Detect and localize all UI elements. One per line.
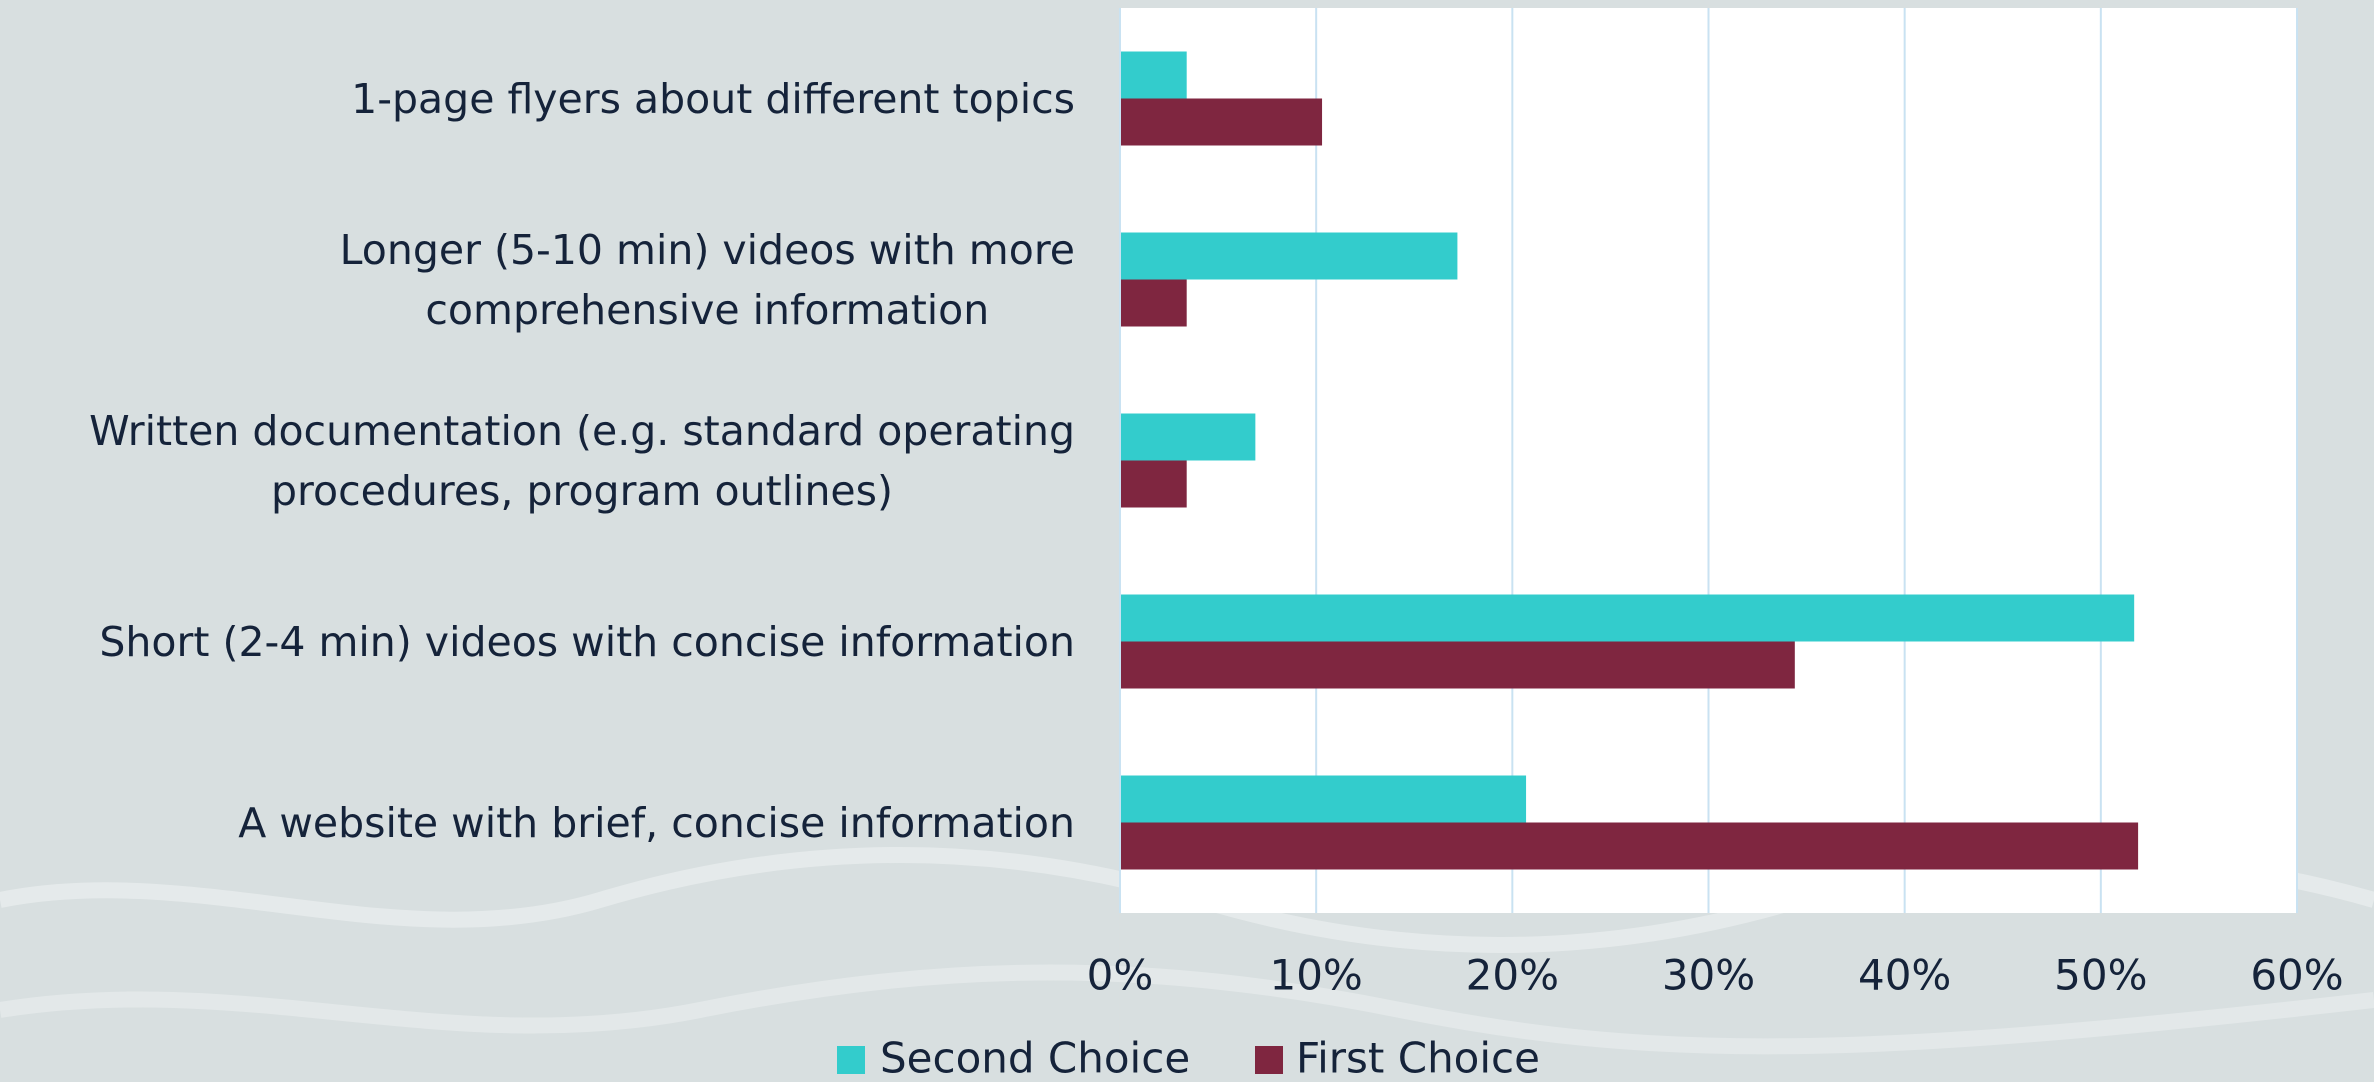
bar <box>1120 460 1187 508</box>
y-tick-text: Written documentation (e.g. standard ope… <box>89 406 1075 515</box>
bar <box>1120 51 1187 99</box>
bar <box>1120 822 2139 870</box>
y-tick-text: A website with brief, concise informatio… <box>238 798 1075 847</box>
bar <box>1120 279 1187 327</box>
y-tick-text: Longer (5-10 min) videos with more compr… <box>339 225 1075 334</box>
x-tick-label: 50% <box>2054 951 2147 1000</box>
legend-label: Second Choice <box>880 1034 1190 1082</box>
bar <box>1120 98 1323 146</box>
y-tick-label: Written documentation (e.g. standard ope… <box>0 401 1075 521</box>
y-tick-text: 1-page flyers about different topics <box>351 74 1075 123</box>
decoration <box>0 964 2374 1055</box>
bar <box>1120 594 2135 642</box>
y-tick-label: Longer (5-10 min) videos with more compr… <box>0 220 1075 340</box>
x-tick-label: 60% <box>2250 951 2343 1000</box>
y-tick-label: A website with brief, concise informatio… <box>0 793 1075 853</box>
bar <box>1120 232 1458 280</box>
y-tick-text: Short (2-4 min) videos with concise info… <box>99 617 1075 666</box>
x-tick-label: 20% <box>1466 951 1559 1000</box>
legend-swatch <box>1255 1046 1283 1074</box>
bar <box>1120 641 1795 689</box>
y-tick-label: 1-page flyers about different topics <box>0 69 1075 129</box>
bar <box>1120 775 1527 823</box>
x-tick-label: 10% <box>1269 951 1362 1000</box>
x-tick-label: 30% <box>1662 951 1755 1000</box>
bar <box>1120 413 1256 461</box>
legend-label: First Choice <box>1296 1034 1540 1082</box>
x-tick-label: 40% <box>1858 951 1951 1000</box>
x-tick-label: 0% <box>1087 951 1154 1000</box>
legend-swatch <box>837 1046 865 1074</box>
y-tick-label: Short (2-4 min) videos with concise info… <box>0 612 1075 672</box>
